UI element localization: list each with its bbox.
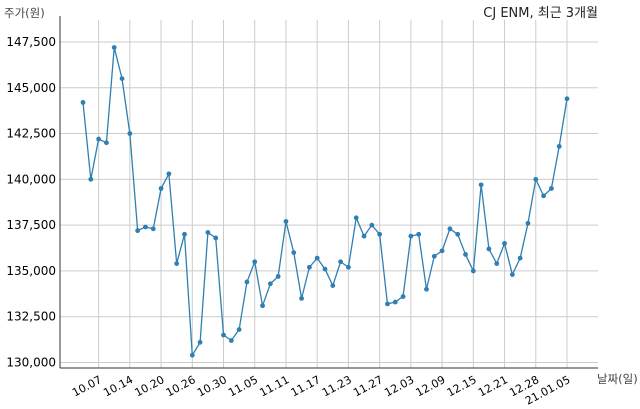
data-point xyxy=(400,294,406,299)
label-layer: 주가(원) CJ ENM, 최근 3개월 날짜(일) xyxy=(4,6,638,386)
x-axis-label: 날짜(일) xyxy=(597,372,638,386)
data-point xyxy=(252,259,258,265)
data-point xyxy=(197,339,203,345)
axis-layer: 130,000 132,500 135,000 137,500 140,000 142,5… xyxy=(6,16,598,408)
x-tick-label: 10.14 xyxy=(101,373,135,399)
data-point xyxy=(127,131,133,136)
x-tick-label: 12.03 xyxy=(382,373,416,399)
data-point xyxy=(455,231,461,237)
data-point xyxy=(244,279,250,285)
data-point xyxy=(447,226,453,232)
data-point xyxy=(525,220,531,226)
data-point xyxy=(533,176,539,182)
data-point xyxy=(96,136,102,142)
data-point xyxy=(267,281,273,287)
data-point xyxy=(299,296,304,301)
data-point xyxy=(408,233,414,239)
data-point xyxy=(80,100,86,105)
data-point xyxy=(88,176,94,182)
data-point xyxy=(486,246,492,252)
data-point xyxy=(361,233,367,239)
data-point xyxy=(431,253,437,259)
data-point xyxy=(143,224,148,230)
x-tick-label: 11.23 xyxy=(320,373,354,399)
data-point xyxy=(416,231,422,237)
data-point xyxy=(119,76,125,82)
x-tick-label: 10.07 xyxy=(70,373,104,399)
data-point xyxy=(330,283,336,288)
x-tick-label: 11.17 xyxy=(289,373,323,399)
y-tick-label: 140,000 xyxy=(6,172,56,186)
data-point xyxy=(470,268,476,274)
data-point xyxy=(322,266,328,272)
data-point xyxy=(228,338,234,343)
data-point xyxy=(548,186,554,191)
x-tick-label: 11.11 xyxy=(257,373,291,399)
y-tick-label: 142,500 xyxy=(6,127,56,141)
x-tick-label: 11.05 xyxy=(226,373,260,399)
data-point xyxy=(174,261,180,266)
data-point xyxy=(509,272,515,277)
x-tick-label: 10.30 xyxy=(195,373,229,399)
data-point xyxy=(556,143,562,149)
data-point xyxy=(135,228,141,234)
x-tick-label: 12.09 xyxy=(414,373,448,399)
y-tick-label: 135,000 xyxy=(6,264,56,278)
data-point xyxy=(283,219,289,224)
data-point xyxy=(463,252,468,257)
data-point xyxy=(221,332,226,338)
y-tick-label: 137,500 xyxy=(6,218,56,232)
data-point xyxy=(314,255,320,261)
x-tick-label: 11.27 xyxy=(351,373,385,399)
chart-title: CJ ENM, 최근 3개월 xyxy=(483,6,598,21)
data-point xyxy=(306,264,312,270)
data-point xyxy=(104,140,109,146)
y-tick-label: 132,500 xyxy=(6,310,56,324)
x-tick-label: 12.15 xyxy=(445,373,479,399)
data-point xyxy=(213,235,219,241)
data-point xyxy=(150,226,156,232)
data-point xyxy=(291,250,297,256)
x-tick-label: 12.21 xyxy=(476,373,510,399)
data-point xyxy=(111,45,117,50)
data-point xyxy=(158,186,164,191)
data-point xyxy=(275,274,281,279)
data-point xyxy=(392,299,398,305)
x-tick-label: 10.20 xyxy=(133,373,167,399)
data-point xyxy=(478,182,484,188)
series-line xyxy=(82,47,568,358)
data-point xyxy=(494,261,500,266)
y-tick-label: 145,000 xyxy=(6,81,56,95)
data-point xyxy=(205,230,211,235)
data-point xyxy=(517,255,523,261)
data-point xyxy=(182,231,187,237)
y-axis-label: 주가(원) xyxy=(4,6,45,20)
data-point xyxy=(260,303,265,309)
grid-layer xyxy=(60,20,598,368)
data-point xyxy=(189,352,195,358)
data-point xyxy=(338,259,344,265)
data-point xyxy=(236,327,242,332)
data-point xyxy=(369,222,375,228)
data-point xyxy=(353,215,359,221)
data-point xyxy=(439,248,445,254)
data-point xyxy=(385,301,390,307)
data-point xyxy=(166,171,172,177)
data-point xyxy=(424,286,429,292)
data-point xyxy=(346,264,351,270)
y-tick-label: 130,000 xyxy=(6,356,56,370)
x-tick-label: 10.26 xyxy=(164,373,198,399)
data-point xyxy=(377,231,383,237)
data-point xyxy=(541,193,546,199)
series-layer xyxy=(80,45,570,358)
data-point xyxy=(564,96,570,102)
y-tick-label: 147,500 xyxy=(6,35,56,49)
data-point xyxy=(502,241,507,246)
